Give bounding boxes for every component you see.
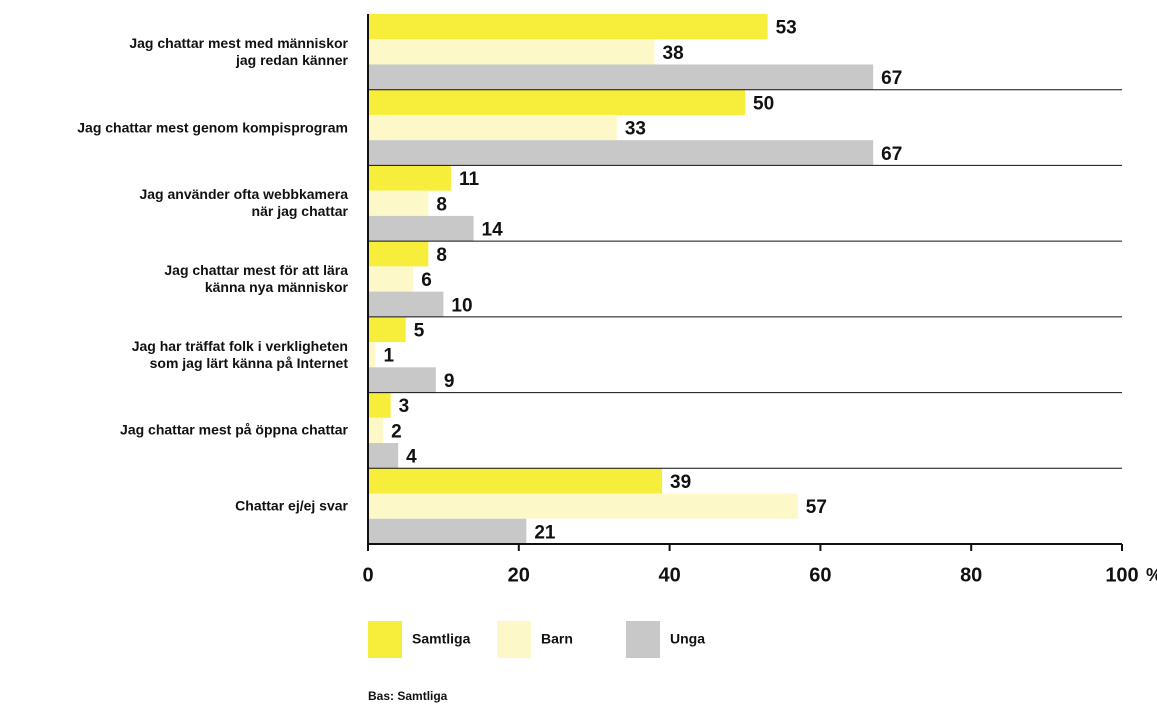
footnote: Bas: Samtliga	[368, 689, 448, 703]
value-label: 50	[753, 93, 774, 114]
bar	[368, 468, 663, 494]
value-label: 67	[881, 68, 902, 89]
legend-swatch	[626, 621, 660, 658]
bar	[368, 316, 406, 343]
x-tick-label: 0	[362, 564, 373, 586]
value-label: 9	[444, 371, 455, 392]
value-label: 57	[806, 497, 827, 518]
x-tick-label: 100	[1105, 564, 1138, 586]
x-tick-label: 40	[658, 564, 680, 586]
value-label: 2	[391, 421, 402, 442]
x-tick-label: 20	[508, 564, 530, 586]
bar	[368, 443, 399, 469]
bar	[368, 518, 527, 544]
bar	[368, 417, 384, 444]
x-unit: %	[1146, 565, 1157, 585]
value-label: 1	[384, 346, 395, 367]
category-label: Jag chattar mest genom kompisprogram	[77, 119, 348, 136]
bar	[368, 342, 376, 368]
bar	[368, 392, 391, 418]
category-label: Jag chattar mest för att lära känna nya …	[164, 262, 348, 295]
bar	[368, 241, 429, 267]
value-label: 4	[406, 447, 417, 468]
bar	[368, 39, 655, 65]
value-label: 3	[399, 396, 410, 417]
bar	[368, 64, 874, 90]
value-label: 53	[776, 18, 797, 39]
category-label: Jag chattar mest med människor jag redan…	[129, 34, 348, 68]
legend-label: Unga	[670, 631, 705, 647]
bar	[368, 114, 617, 141]
value-label: 67	[881, 144, 902, 165]
legend-label: Samtliga	[412, 631, 471, 647]
bar	[368, 14, 768, 40]
bar	[368, 140, 874, 166]
bar	[368, 367, 436, 393]
category-label: Jag chattar mest på öppna chattar	[120, 421, 348, 438]
value-label: 39	[670, 472, 691, 493]
value-label: 8	[436, 245, 447, 266]
bar	[368, 89, 745, 115]
bar	[368, 291, 444, 317]
value-label: 10	[451, 295, 472, 316]
bar	[368, 493, 798, 519]
category-label: Jag använder ofta webbkamera när jag cha…	[139, 186, 348, 220]
value-label: 38	[663, 43, 684, 64]
x-tick-label: 80	[960, 564, 982, 586]
value-label: 14	[482, 220, 504, 241]
legend-swatch	[368, 621, 402, 658]
value-label: 21	[534, 522, 556, 543]
value-label: 5	[414, 320, 425, 341]
x-tick-label: 60	[809, 564, 831, 586]
bar	[368, 215, 474, 242]
legend-label: Barn	[541, 631, 573, 647]
bar	[368, 190, 429, 216]
legend-swatch	[497, 621, 531, 658]
category-label: Jag har träffat folk i verkligheten som …	[131, 337, 348, 371]
category-label: Chattar ej/ej svar	[235, 497, 348, 514]
value-label: 33	[625, 119, 646, 140]
value-label: 8	[436, 194, 447, 215]
bar	[368, 266, 414, 292]
value-label: 6	[421, 270, 432, 291]
bar	[368, 165, 451, 191]
value-label: 11	[459, 169, 480, 190]
